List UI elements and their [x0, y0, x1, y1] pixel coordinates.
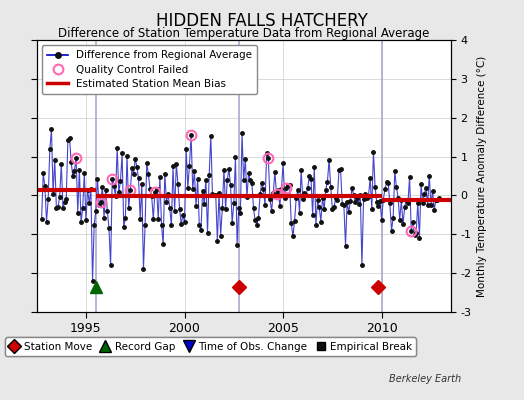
Title: Difference of Station Temperature Data from Regional Average: Difference of Station Temperature Data f… — [58, 27, 429, 40]
Legend: Station Move, Record Gap, Time of Obs. Change, Empirical Break: Station Move, Record Gap, Time of Obs. C… — [5, 338, 416, 356]
Text: HIDDEN FALLS HATCHERY: HIDDEN FALLS HATCHERY — [156, 12, 368, 30]
Y-axis label: Monthly Temperature Anomaly Difference (°C): Monthly Temperature Anomaly Difference (… — [477, 55, 487, 297]
Text: Berkeley Earth: Berkeley Earth — [389, 374, 461, 384]
